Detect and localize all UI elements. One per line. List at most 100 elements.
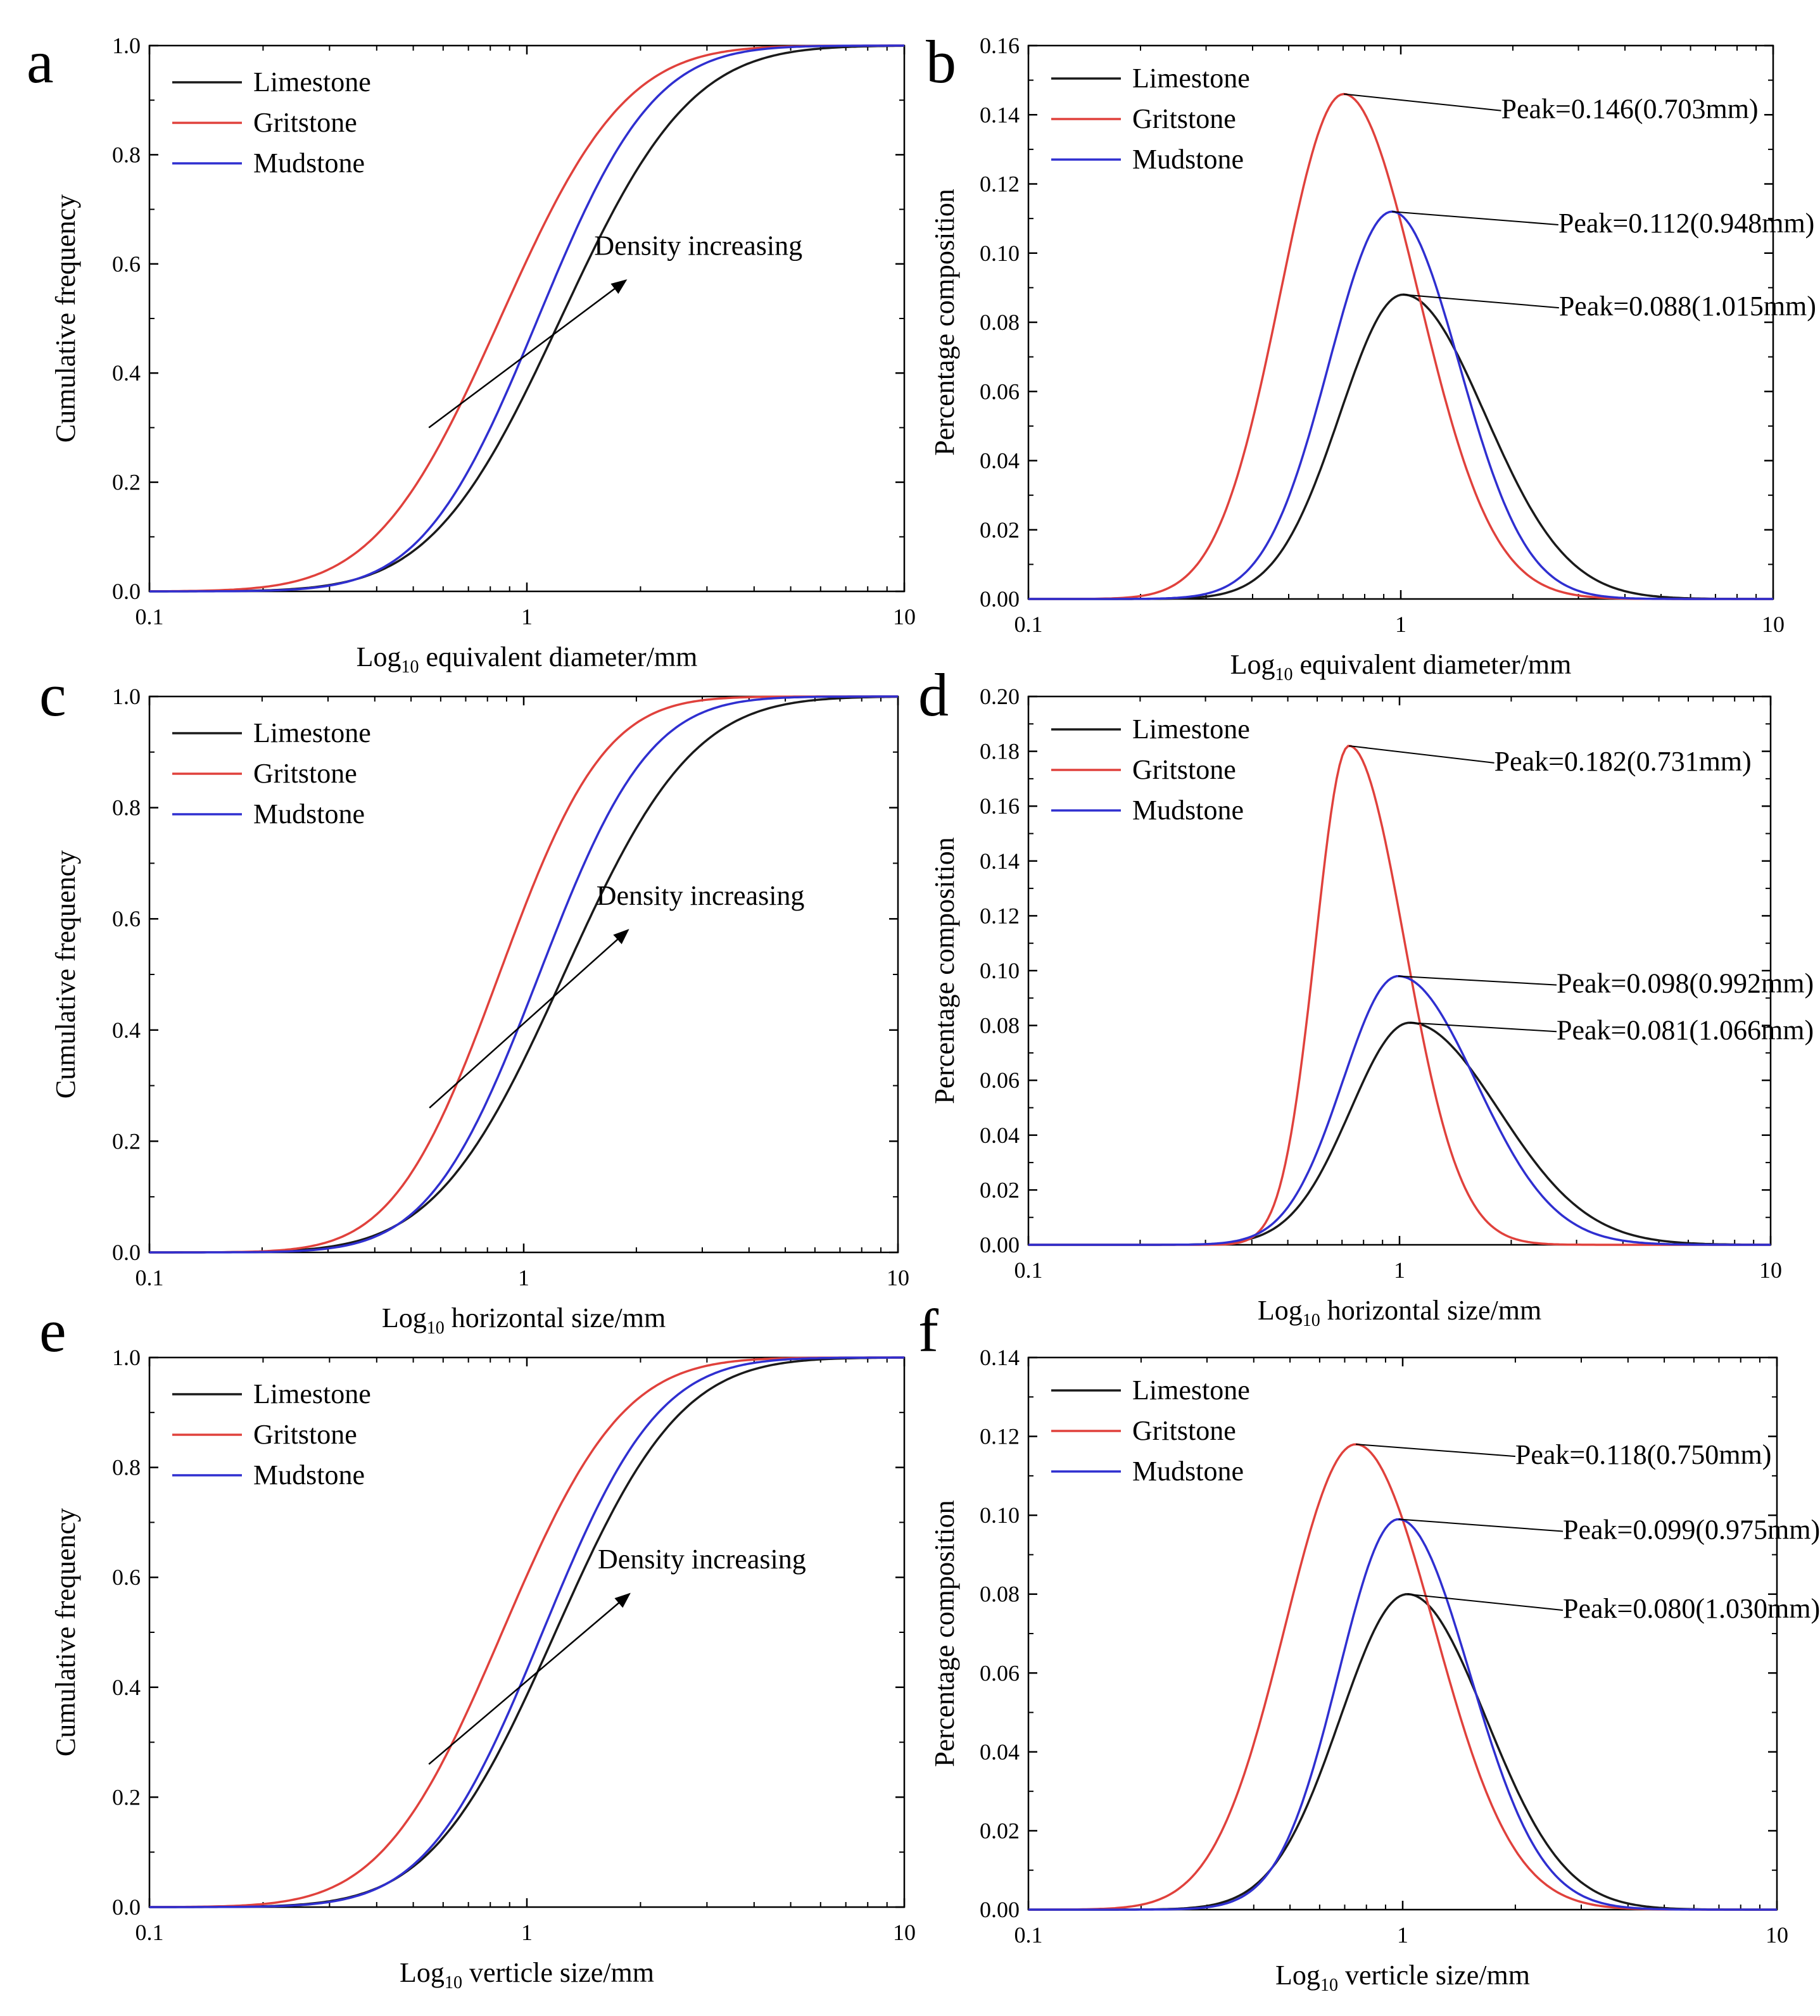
x-axis-label: Log10 equivalent diameter/mm [1230, 649, 1572, 684]
peak-label-limestone: Peak=0.081(1.066mm) [1557, 1014, 1814, 1045]
legend-label-mudstone: Mudstone [1132, 1456, 1244, 1487]
x-tick-label: 1 [521, 1920, 533, 1945]
y-tick-label: 0.6 [112, 251, 141, 277]
x-axis-label-log: Log [400, 1957, 445, 1988]
x-tick-label: 0.1 [1014, 612, 1043, 637]
x-axis-label-log: Log [1230, 649, 1275, 680]
peak-leader-line [1349, 745, 1495, 764]
density-arrow [428, 279, 628, 429]
panel-b: b 0.00 0.02 0.04 0.06 0.08 0.10 0.12 0.14 0.16 0.1… [926, 28, 1816, 684]
x-axis-label-text: equivalent diameter/mm [419, 641, 698, 672]
y-tick-label: 0.12 [980, 1424, 1020, 1449]
y-axis-label: Cumulative frequency [50, 1508, 81, 1756]
y-tick-label: 0.0 [112, 1894, 141, 1920]
peak-label-gritstone: Peak=0.118(0.750mm) [1515, 1439, 1771, 1470]
x-axis-label-subscript: 10 [1303, 1311, 1320, 1330]
y-tick-label: 1.0 [112, 1345, 141, 1370]
y-tick-label: 0.0 [112, 1240, 141, 1265]
x-axis-label-log: Log [357, 641, 401, 672]
legend-label-gritstone: Gritstone [253, 758, 357, 789]
y-tick-label: 0.00 [980, 1897, 1020, 1922]
x-tick-label: 10 [893, 604, 916, 629]
y-tick-label: 0.16 [980, 33, 1020, 58]
density-arrow [428, 1592, 631, 1765]
x-tick-label: 1 [1395, 612, 1406, 637]
y-tick-label: 0.08 [980, 1582, 1020, 1607]
x-axis-label-log: Log [1258, 1295, 1303, 1326]
series-line-limestone [1028, 1021, 1771, 1246]
series-line-mudstone [149, 44, 904, 593]
x-tick-label: 10 [1766, 1922, 1788, 1948]
x-tick-label: 10 [1762, 612, 1785, 637]
peak-label-gritstone: Peak=0.182(0.731mm) [1495, 746, 1752, 777]
legend-label-gritstone: Gritstone [1132, 1415, 1236, 1446]
x-tick-label: 1 [521, 604, 533, 629]
x-tick-label: 0.1 [136, 604, 164, 629]
legend-label-limestone: Limestone [1132, 714, 1250, 745]
x-axis-label-log: Log [1275, 1960, 1320, 1991]
density-arrow [429, 929, 629, 1109]
y-tick-label: 0.2 [112, 1128, 141, 1154]
y-tick-label: 0.14 [980, 1345, 1020, 1370]
x-axis-label-text: horizontal size/mm [445, 1302, 666, 1333]
y-tick-label: 0.06 [980, 1068, 1020, 1093]
peak-leader-line [1410, 1022, 1557, 1033]
x-tick-label: 1 [1397, 1922, 1408, 1948]
y-tick-label: 0.2 [112, 1784, 141, 1810]
y-tick-label: 0.02 [980, 1177, 1020, 1202]
y-tick-label: 0.18 [980, 739, 1020, 764]
peak-label-mudstone: Peak=0.098(0.992mm) [1557, 968, 1814, 999]
y-tick-label: 0.10 [980, 241, 1020, 266]
y-tick-label: 0.14 [980, 848, 1020, 874]
peak-label-gritstone: Peak=0.146(0.703mm) [1501, 94, 1758, 125]
y-tick-label: 1.0 [112, 684, 141, 709]
peak-leader-line [1398, 1518, 1564, 1532]
density-annotation: Density increasing [597, 880, 805, 911]
series-line-gritstone [149, 695, 898, 1254]
y-tick-label: 0.8 [112, 142, 141, 167]
legend-label-limestone: Limestone [253, 1378, 371, 1409]
legend-label-mudstone: Mudstone [1132, 144, 1244, 175]
y-tick-label: 0.2 [112, 470, 141, 495]
x-tick-label: 1 [518, 1265, 529, 1290]
y-tick-label: 0.10 [980, 958, 1020, 983]
peak-leader-line [1356, 1444, 1515, 1458]
x-axis-label-subscript: 10 [1275, 665, 1293, 684]
x-tick-label: 0.1 [1014, 1257, 1043, 1283]
peak-leader-line [1392, 211, 1558, 225]
y-tick-label: 0.08 [980, 310, 1020, 335]
y-tick-label: 0.10 [980, 1503, 1020, 1528]
legend-label-gritstone: Gritstone [253, 1419, 357, 1450]
peak-label-limestone: Peak=0.088(1.015mm) [1559, 291, 1816, 322]
y-axis-label: Cumulative frequency [50, 194, 81, 443]
density-annotation: Density increasing [598, 1544, 806, 1575]
panel-letter: a [27, 28, 54, 96]
y-tick-label: 0.02 [980, 1818, 1020, 1843]
x-tick-label: 10 [893, 1920, 916, 1945]
series-line-mudstone [1028, 210, 1773, 600]
y-tick-label: 0.04 [980, 448, 1020, 474]
y-tick-label: 0.12 [980, 903, 1020, 928]
y-axis-label: Percentage composition [929, 837, 960, 1104]
y-axis-label: Percentage composition [929, 189, 960, 456]
y-tick-label: 0.02 [980, 517, 1020, 543]
legend-label-mudstone: Mudstone [253, 148, 365, 179]
x-axis-label: Log10 verticle size/mm [400, 1957, 654, 1993]
y-tick-label: 0.00 [980, 1232, 1020, 1257]
series-line-mudstone [149, 695, 898, 1254]
y-tick-label: 0.4 [112, 1017, 141, 1043]
x-axis-label-subscript: 10 [1320, 1975, 1338, 1995]
panel-letter: e [39, 1297, 66, 1364]
legend-label-limestone: Limestone [253, 66, 371, 98]
legend-label-limestone: Limestone [1132, 63, 1250, 94]
legend-label-mudstone: Mudstone [253, 798, 365, 829]
x-axis-label: Log10 horizontal size/mm [1258, 1295, 1541, 1330]
x-axis-label-text: equivalent diameter/mm [1293, 649, 1572, 680]
x-axis-label-text: horizontal size/mm [1320, 1295, 1541, 1326]
y-tick-label: 0.12 [980, 172, 1020, 197]
panel-d: d 0.00 0.02 0.04 0.06 0.08 0.10 0.12 0.14 0.16 0.1… [918, 661, 1814, 1330]
